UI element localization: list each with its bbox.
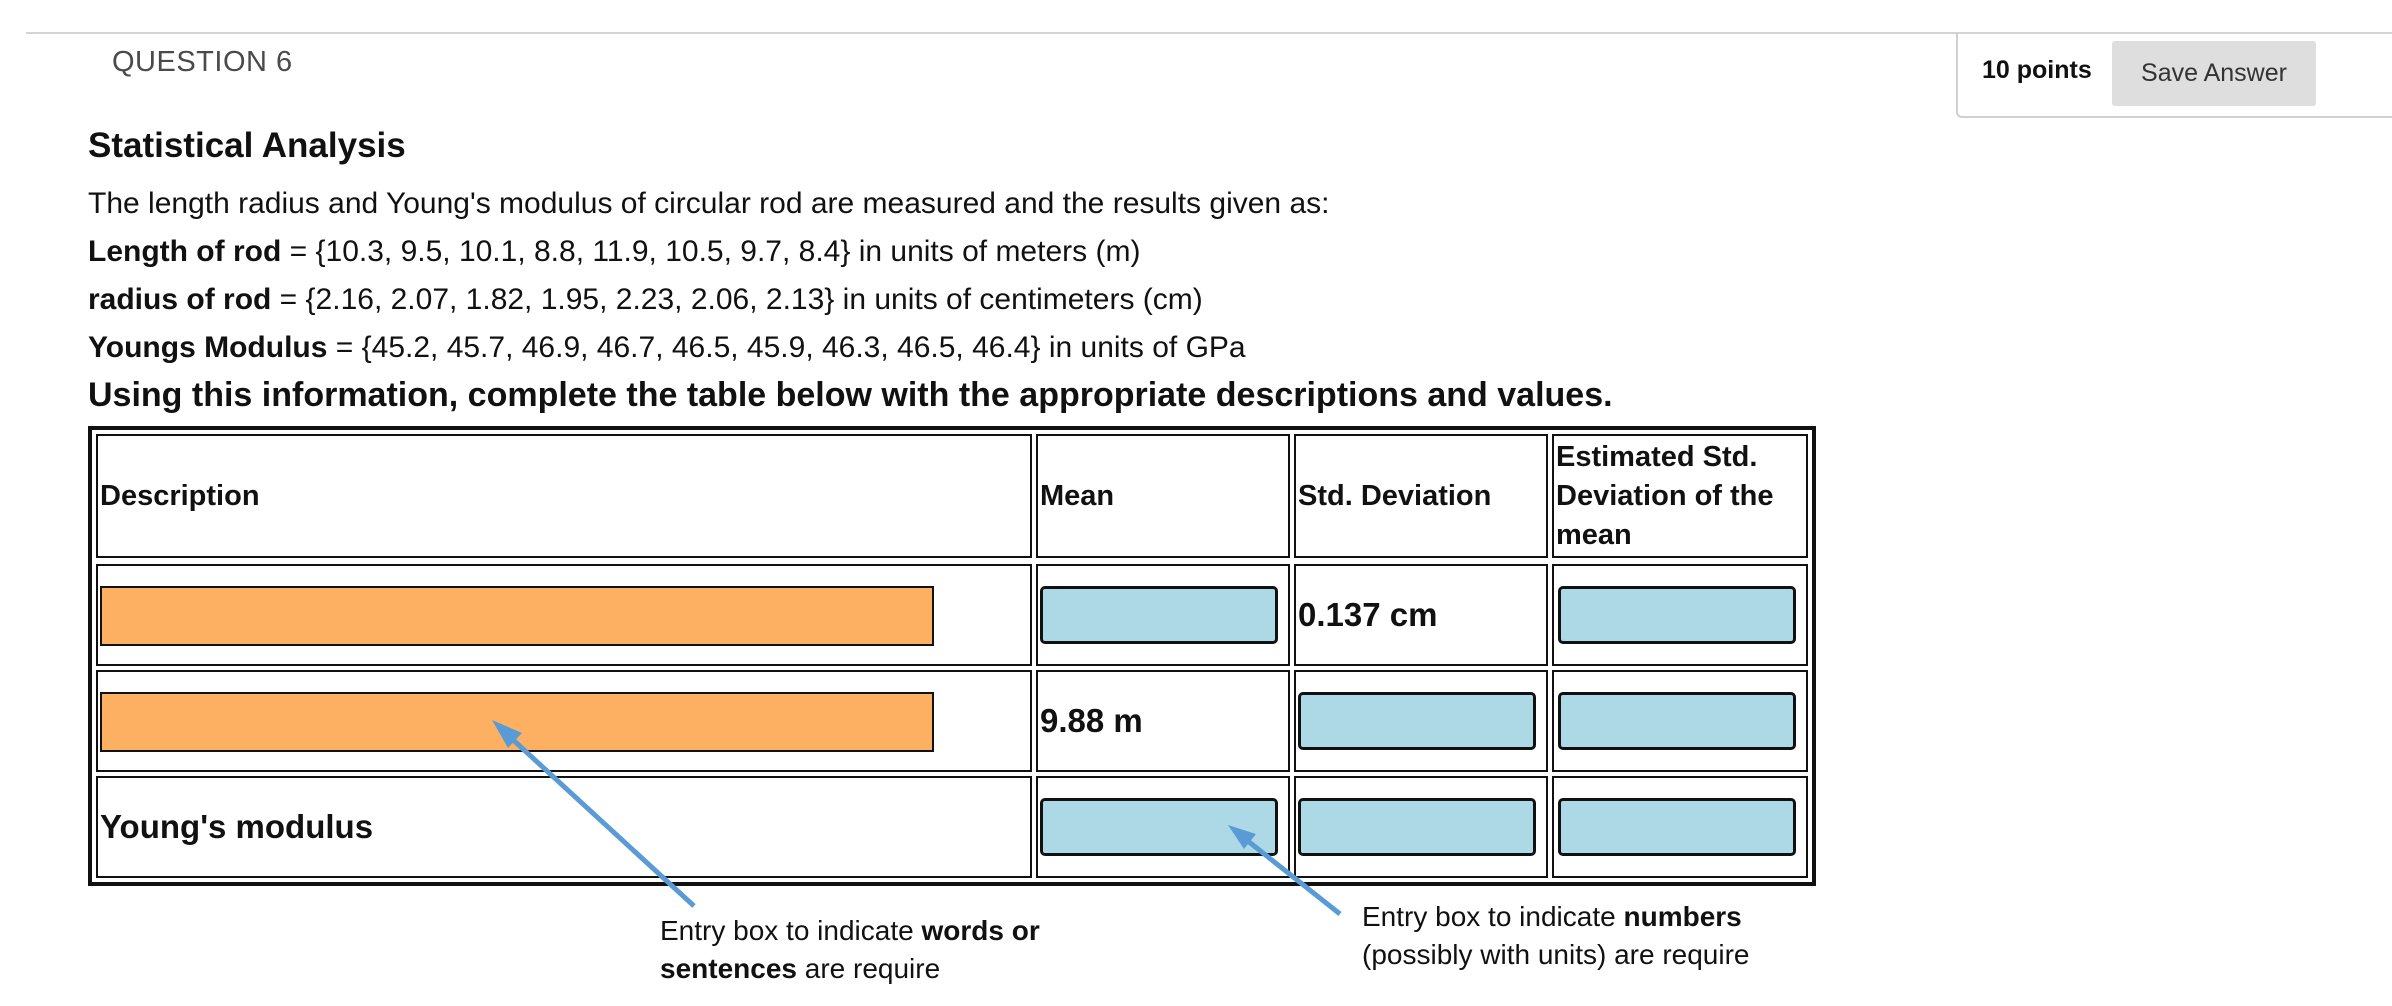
row1-description-cell — [96, 564, 1032, 666]
intro-text: The length radius and Young's modulus of… — [88, 187, 1330, 220]
words-arrow-line — [496, 724, 696, 908]
row1-mean-cell — [1036, 564, 1290, 666]
points-panel — [1956, 32, 2392, 118]
row2-description-cell — [96, 670, 1032, 772]
row2-std-cell — [1294, 670, 1548, 772]
row3-description-cell: Young's modulus — [96, 776, 1032, 878]
row1-mean-input[interactable] — [1040, 586, 1278, 644]
arrow-layer — [492, 720, 1342, 916]
row2-std-input[interactable] — [1298, 692, 1536, 750]
row3-mean-cell — [1036, 776, 1290, 878]
row2-mean-cell: 9.88 m — [1036, 670, 1290, 772]
row1-description-input[interactable] — [100, 586, 934, 646]
answer-table — [88, 426, 1816, 886]
modulus-values: = {45.2, 45.7, 46.9, 46.7, 46.5, 45.9, 4… — [327, 331, 1246, 364]
radius-label: radius of rod — [88, 283, 272, 316]
header-description: Description — [96, 434, 1032, 558]
length-data: Length of rod = {10.3, 9.5, 10.1, 8.8, 1… — [88, 228, 1613, 276]
modulus-label: Youngs Modulus — [88, 331, 328, 364]
length-values: = {10.3, 9.5, 10.1, 8.8, 11.9, 10.5, 9.7… — [281, 235, 1141, 268]
row2-sem-cell — [1552, 670, 1808, 772]
words-arrow-head — [492, 720, 522, 748]
row3-sem-input[interactable] — [1558, 798, 1796, 856]
question-number: QUESTION 6 — [112, 46, 293, 78]
row3-std-input[interactable] — [1298, 798, 1536, 856]
save-answer-button[interactable]: Save Answer — [2112, 41, 2316, 106]
length-label: Length of rod — [88, 235, 282, 268]
row3-std-cell — [1294, 776, 1548, 878]
numbers-annotation: Entry box to indicate numbers (possibly … — [1362, 901, 1750, 970]
row3-sem-cell — [1552, 776, 1808, 878]
row3-mean-input[interactable] — [1040, 798, 1278, 856]
words-annotation: Entry box to indicate words or sentences… — [660, 915, 1040, 984]
radius-values: = {2.16, 2.07, 1.82, 1.95, 2.23, 2.06, 2… — [271, 283, 1203, 316]
numbers-arrow-head — [1228, 825, 1256, 849]
numbers-arrow-line — [1232, 828, 1342, 916]
header-sem: Estimated Std. Deviation of the mean — [1552, 434, 1808, 558]
row2-sem-input[interactable] — [1558, 692, 1796, 750]
modulus-data: Youngs Modulus = {45.2, 45.7, 46.9, 46.7… — [88, 324, 1613, 372]
problem-statement: Statistical Analysis The length radius a… — [88, 126, 1613, 415]
section-title: Statistical Analysis — [88, 126, 406, 165]
header-mean: Mean — [1036, 434, 1290, 558]
radius-data: radius of rod = {2.16, 2.07, 1.82, 1.95,… — [88, 276, 1613, 324]
header-std-deviation: Std. Deviation — [1294, 434, 1548, 558]
instruction-text: Using this information, complete the tab… — [88, 376, 1613, 414]
points-value: 10 points — [1982, 56, 2092, 84]
row1-std-cell: 0.137 cm — [1294, 564, 1548, 666]
row1-sem-input[interactable] — [1558, 586, 1796, 644]
row1-sem-cell — [1552, 564, 1808, 666]
top-divider — [26, 32, 2392, 34]
